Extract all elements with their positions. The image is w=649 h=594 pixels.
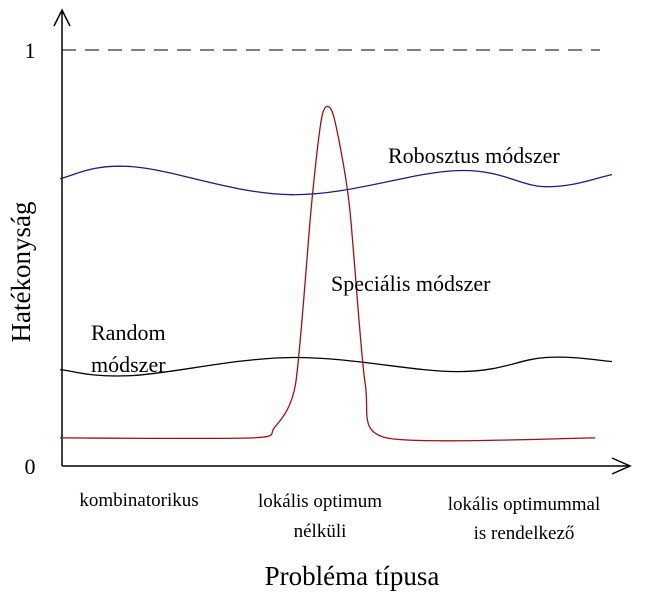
series-label-random-line2: módszer	[91, 352, 166, 377]
series-line-robust	[59, 165, 613, 196]
y-tick-label-bottom: 0	[25, 454, 36, 479]
series-line-random	[59, 356, 613, 377]
x-category-label-no-local-opt-line1: lokális optimum	[258, 491, 382, 512]
x-axis-title: Probléma típusa	[265, 561, 440, 591]
series-label-robust: Robosztus módszer	[388, 143, 560, 168]
x-category-label-local-opt-line1: lokális optimummal	[448, 494, 601, 515]
y-axis-title: Hatékonyság	[6, 202, 36, 343]
x-category-label-no-local-opt-line2: nélküli	[294, 521, 347, 542]
series-line-special	[59, 105, 596, 442]
y-tick-label-top: 1	[25, 38, 36, 63]
x-category-label-combinatorial: kombinatorikus	[79, 490, 198, 511]
y-axis-arrow	[53, 8, 71, 27]
x-axis-arrow	[611, 457, 632, 475]
x-category-label-local-opt-line2: is rendelkező	[474, 523, 575, 544]
series-label-random-line1: Random	[91, 320, 166, 345]
series-label-special: Speciális módszer	[331, 271, 491, 296]
